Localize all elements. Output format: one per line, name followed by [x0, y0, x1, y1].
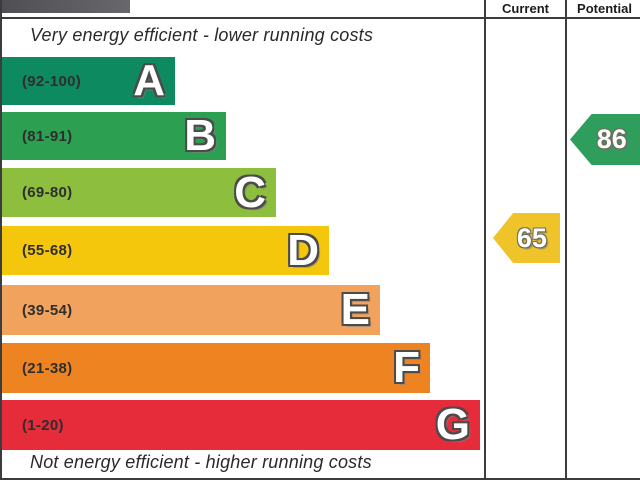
band-e: (39-54) E [2, 285, 380, 335]
band-g-letter: G [435, 400, 470, 449]
band-b-range: (81-91) [22, 127, 73, 145]
top-caption: Very energy efficient - lower running co… [30, 25, 374, 45]
potential-column-divider [565, 0, 567, 478]
bottom-caption: Not energy efficient - higher running co… [30, 452, 372, 472]
band-c: (69-80) C [2, 168, 276, 217]
potential-column-header: Potential [577, 1, 632, 16]
band-f-range: (21-38) [22, 359, 73, 377]
band-a: (92-100) A [2, 57, 175, 105]
band-d: (55-68) D [2, 226, 329, 275]
band-b: (81-91) B [2, 112, 226, 160]
current-rating-value: 65 [516, 222, 547, 253]
band-e-range: (39-54) [22, 301, 73, 319]
band-c-letter: C [234, 167, 266, 217]
band-g-range: (1-20) [22, 416, 64, 434]
potential-rating-value: 86 [596, 124, 627, 154]
current-column-divider [484, 0, 486, 478]
current-column-header: Current [502, 1, 549, 16]
band-b-letter: B [184, 111, 216, 160]
band-a-range: (92-100) [22, 72, 82, 90]
band-e-letter: E [340, 285, 370, 334]
cropped-title-remnant [2, 0, 130, 13]
band-f-letter: F [393, 343, 420, 392]
band-a-letter: A [133, 56, 165, 105]
current-rating-arrow: 65 [493, 213, 560, 263]
potential-rating-arrow: 86 [570, 114, 640, 165]
band-d-range: (55-68) [22, 242, 73, 259]
band-d-letter: D [287, 225, 319, 275]
band-g: (1-20) G [2, 400, 480, 450]
header-divider [2, 17, 640, 19]
band-c-range: (69-80) [22, 184, 73, 201]
band-f: (21-38) F [2, 343, 430, 393]
